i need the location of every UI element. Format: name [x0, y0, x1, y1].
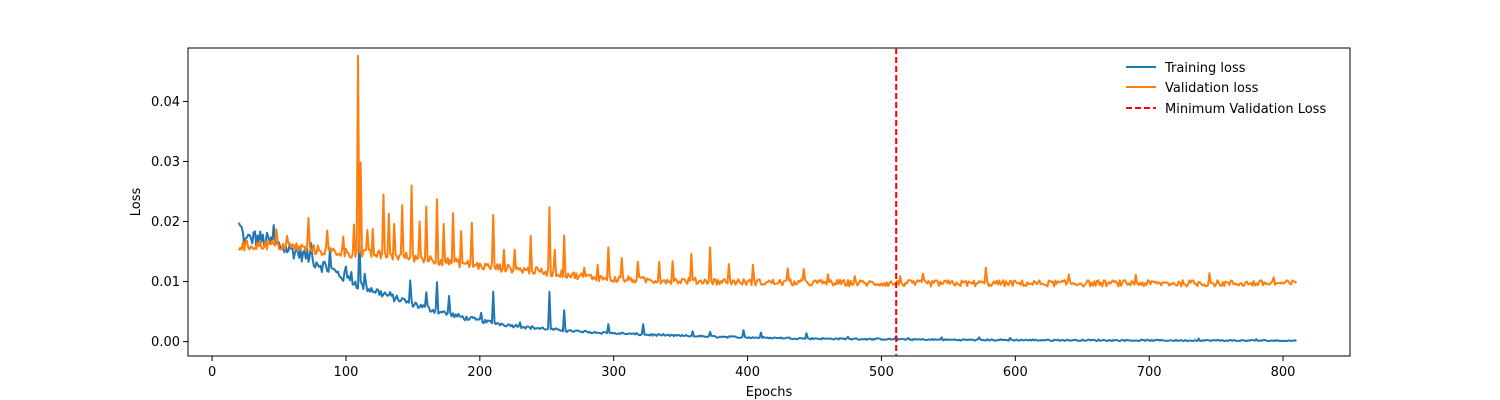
x-tick-label: 100 [334, 365, 359, 380]
y-axis: 0.00 0.01 0.02 0.03 0.04 [151, 95, 188, 350]
x-tick-label: 500 [869, 365, 894, 380]
x-tick-label: 400 [735, 365, 760, 380]
legend: Training loss Validation loss Minimum Va… [1126, 61, 1326, 117]
x-axis: 0 100 200 300 400 500 600 700 800 [208, 356, 1296, 380]
plot-content [237, 48, 1298, 356]
y-axis-label: Loss [129, 188, 144, 217]
series-line-training-loss [237, 222, 1297, 342]
x-tick-label: 600 [1003, 365, 1028, 380]
plot-area-frame [187, 47, 1351, 357]
series-line-validation-loss [237, 54, 1298, 288]
x-tick-label: 700 [1137, 365, 1162, 380]
y-tick-label: 0.00 [151, 335, 180, 350]
x-tick-label: 200 [467, 365, 492, 380]
y-tick-label: 0.01 [151, 275, 180, 290]
legend-label-training-loss: Training loss [1164, 61, 1246, 76]
x-axis-label: Epochs [746, 385, 793, 400]
y-tick-label: 0.02 [151, 215, 180, 230]
legend-label-validation-loss: Validation loss [1165, 81, 1259, 96]
y-tick-label: 0.04 [151, 95, 180, 110]
x-tick-label: 300 [601, 365, 626, 380]
x-tick-label: 800 [1271, 365, 1296, 380]
x-tick-label: 0 [208, 365, 216, 380]
legend-label-minimum-validation-loss: Minimum Validation Loss [1165, 102, 1326, 117]
y-tick-label: 0.03 [151, 155, 180, 170]
